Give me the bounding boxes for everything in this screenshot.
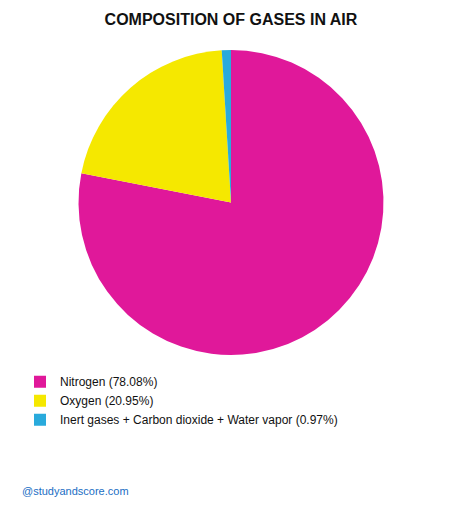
svg-text:Inert gases + Carbon dioxide +: Inert gases + Carbon dioxide + Water vap… [60, 413, 338, 427]
svg-text:Nitrogen (78.08%): Nitrogen (78.08%) [60, 375, 157, 389]
svg-text:COMPOSITION OF GASES IN AIR: COMPOSITION OF GASES IN AIR [105, 11, 358, 28]
svg-text:@studyandscore.com: @studyandscore.com [22, 485, 129, 497]
svg-text:Oxygen (20.95%): Oxygen (20.95%) [60, 394, 153, 408]
